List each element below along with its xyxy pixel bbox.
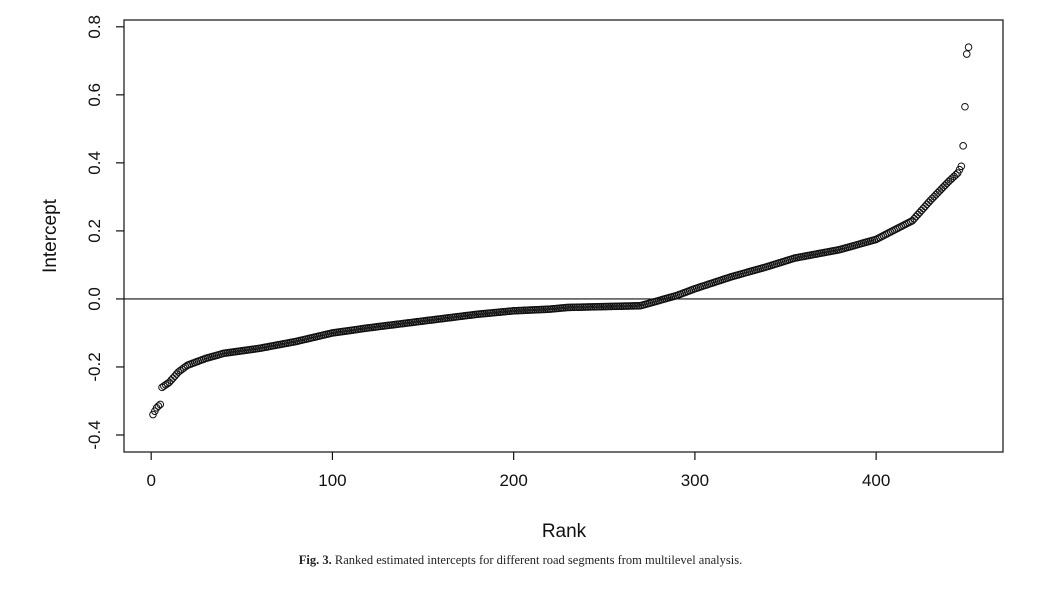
data-point — [962, 50, 971, 58]
y-tick-label: -0.4 — [85, 420, 104, 449]
x-tick-label: 400 — [862, 471, 890, 490]
y-tick-label: 0.8 — [85, 15, 104, 39]
data-point — [169, 374, 177, 382]
y-tick-label: 0.4 — [85, 151, 104, 175]
data-point — [961, 102, 969, 111]
data-point — [926, 196, 935, 205]
data-point — [170, 372, 179, 380]
data-point — [941, 181, 949, 190]
data-point — [964, 43, 973, 52]
chart: 0 100 200 300 400 -0.4 -0.2 0.0 0.2 0.4 0.6 0.8 Ra… — [40, 15, 1004, 542]
data-point — [921, 202, 929, 211]
data-point — [928, 194, 937, 203]
x-tick-label: 300 — [681, 471, 709, 490]
figure-caption-text: Ranked estimated intercepts for differen… — [334, 553, 743, 567]
y-axis-title: Intercept — [40, 198, 61, 273]
data-point — [154, 402, 163, 410]
data-point — [915, 208, 924, 217]
data-point — [923, 200, 931, 209]
data-point — [912, 212, 920, 221]
data-point — [914, 210, 922, 219]
plot-frame — [123, 19, 1004, 453]
data-point — [959, 142, 967, 150]
data-point — [932, 190, 940, 199]
x-axis-title: Rank — [542, 521, 587, 542]
data-point — [156, 400, 165, 409]
x-axis: 0 100 200 300 400 — [146, 452, 890, 490]
data-point — [935, 187, 944, 195]
data-point — [957, 162, 966, 171]
x-tick-label: 200 — [499, 471, 527, 490]
figure-caption: Fig. 3. Ranked estimated intercepts for … — [0, 553, 1041, 568]
y-axis: -0.4 -0.2 0.0 0.2 0.4 0.6 0.8 — [85, 15, 124, 450]
data-point — [952, 170, 960, 179]
data-point — [924, 198, 933, 207]
data-point — [939, 183, 947, 191]
y-tick-label: -0.2 — [85, 352, 104, 381]
data-points — [149, 43, 973, 419]
y-tick-label: 0.0 — [85, 287, 104, 311]
data-point — [930, 192, 938, 201]
x-tick-label: 0 — [146, 471, 155, 490]
data-point — [919, 204, 928, 213]
data-point — [917, 206, 926, 215]
y-tick-label: 0.6 — [85, 83, 104, 107]
data-point — [933, 189, 942, 197]
figure-label: Fig. 3. — [298, 553, 332, 567]
data-point — [937, 185, 946, 193]
data-point — [943, 179, 951, 188]
y-tick-label: 0.2 — [85, 219, 104, 243]
x-tick-label: 100 — [318, 471, 346, 490]
